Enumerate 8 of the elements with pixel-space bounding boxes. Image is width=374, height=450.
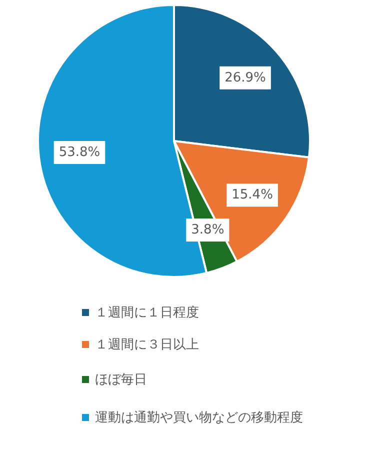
legend-label: ほぼ毎日 [95,372,147,388]
legend-label: 運動は通勤や買い物などの移動程度 [95,410,303,426]
data-label: 3.8% [191,222,224,238]
legend-label: １週間に１日程度 [95,304,199,320]
data-label: 26.9% [224,70,266,86]
data-label: 15.4% [232,188,273,203]
data-label: 53.8% [58,145,100,160]
legend-label: １週間に３日以上 [95,338,199,352]
